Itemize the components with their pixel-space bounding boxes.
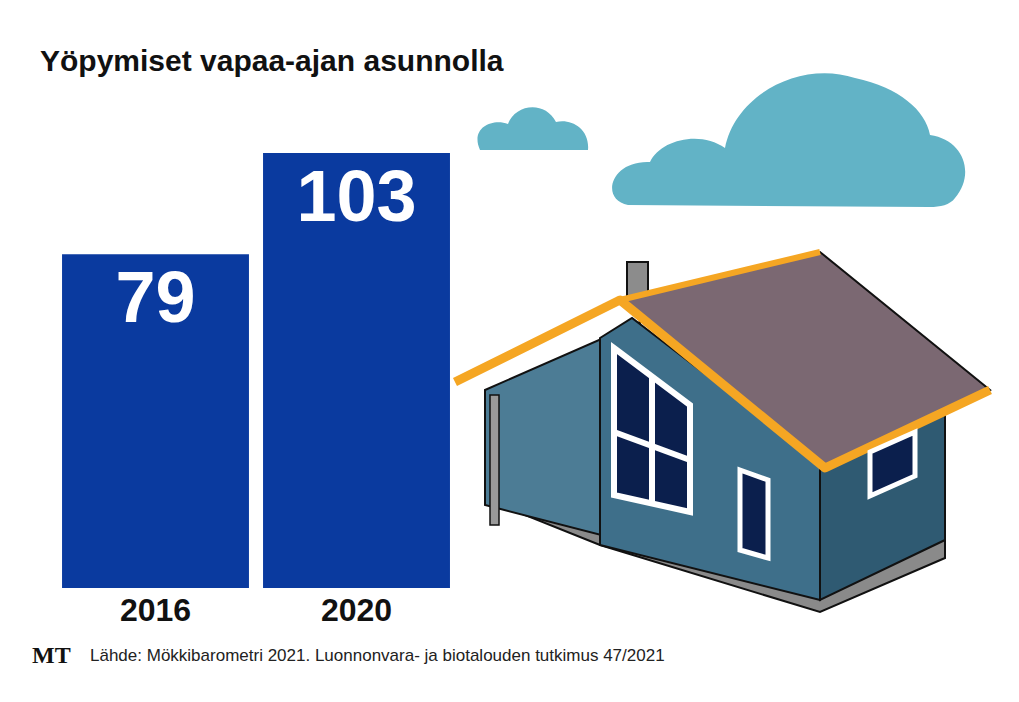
svg-text:Yöpymiset vapaa-ajan asunnolla: Yöpymiset vapaa-ajan asunnolla	[40, 44, 504, 77]
svg-text:79: 79	[115, 257, 195, 337]
svg-text:2020: 2020	[321, 592, 392, 628]
svg-text:MT: MT	[32, 642, 71, 668]
svg-text:103: 103	[296, 156, 416, 236]
svg-text:2016: 2016	[120, 592, 191, 628]
svg-text:Lähde: Mökkibarometri 2021. Lu: Lähde: Mökkibarometri 2021. Luonnonvara-…	[90, 646, 665, 665]
